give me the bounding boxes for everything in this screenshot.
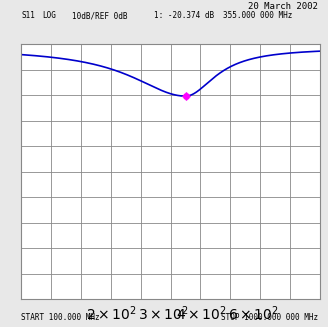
Text: 1: -20.374 dB: 1: -20.374 dB (154, 11, 214, 21)
Text: STOP 1000.000 000 MHz: STOP 1000.000 000 MHz (221, 313, 318, 322)
Text: START 100.000 MHz: START 100.000 MHz (21, 313, 100, 322)
Text: LOG: LOG (43, 11, 56, 21)
Text: 20 March 2002: 20 March 2002 (248, 2, 318, 11)
Text: 10dB/REF 0dB: 10dB/REF 0dB (72, 11, 128, 21)
Text: S11: S11 (21, 11, 35, 21)
Text: 355.000 000 MHz: 355.000 000 MHz (223, 11, 293, 21)
